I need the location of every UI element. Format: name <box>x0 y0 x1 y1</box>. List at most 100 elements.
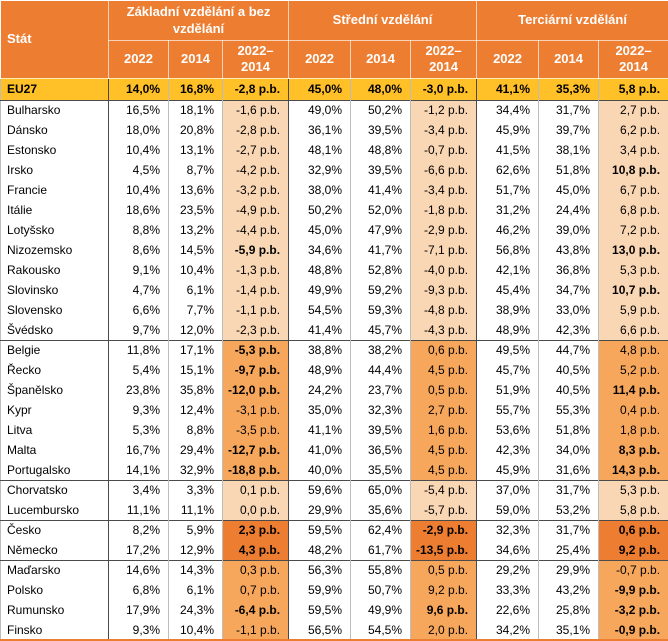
value-cell: 42,3% <box>477 440 539 460</box>
value-cell: 59,2% <box>351 280 411 300</box>
value-cell: 34,0% <box>539 440 599 460</box>
value-cell: 55,8% <box>351 560 411 580</box>
value-cell: 6,1% <box>169 280 223 300</box>
value-cell: 13,0 p.b. <box>599 240 668 260</box>
group-header-secondary-education: Střední vzdělání <box>289 1 477 41</box>
country-cell: Rakousko <box>1 260 109 280</box>
value-cell: 44,7% <box>539 340 599 360</box>
country-cell: Lotyšsko <box>1 220 109 240</box>
value-cell: -3,4 p.b. <box>411 120 477 140</box>
value-cell: 4,7% <box>109 280 169 300</box>
value-cell: 36,8% <box>539 260 599 280</box>
value-cell: 2,3 p.b. <box>223 520 289 540</box>
value-cell: 12,9% <box>169 540 223 560</box>
value-cell: 38,0% <box>289 180 351 200</box>
value-cell: 54,5% <box>289 300 351 320</box>
value-cell: 5,9 p.b. <box>599 300 668 320</box>
country-cell: Česko <box>1 520 109 540</box>
value-cell: 49,5% <box>477 340 539 360</box>
value-cell: 45,0% <box>539 180 599 200</box>
value-cell: 41,0% <box>289 440 351 460</box>
value-cell: -0,7 p.b. <box>599 560 668 580</box>
value-cell: 18,6% <box>109 200 169 220</box>
value-cell: 32,9% <box>289 160 351 180</box>
value-cell: 39,5% <box>351 120 411 140</box>
value-cell: 17,9% <box>109 600 169 620</box>
value-cell: 35,5% <box>351 460 411 480</box>
value-cell: -1,1 p.b. <box>223 300 289 320</box>
country-cell: Lucembursko <box>1 500 109 520</box>
value-cell: 35,0% <box>289 400 351 420</box>
country-cell: Itálie <box>1 200 109 220</box>
value-cell: 45,9% <box>477 460 539 480</box>
value-cell: 6,8% <box>109 580 169 600</box>
value-cell: 41,5% <box>477 140 539 160</box>
value-cell: 39,0% <box>539 220 599 240</box>
value-cell: 33,3% <box>477 580 539 600</box>
value-cell: 50,2% <box>351 100 411 120</box>
value-cell: -2,8 p.b. <box>223 78 289 100</box>
value-cell: -6,6 p.b. <box>411 160 477 180</box>
value-cell: -13,5 p.b. <box>411 540 477 560</box>
value-cell: 14,1% <box>109 460 169 480</box>
value-cell: 35,1% <box>539 620 599 640</box>
value-cell: -18,8 p.b. <box>223 460 289 480</box>
value-cell: 45,4% <box>477 280 539 300</box>
value-cell: 59,5% <box>289 520 351 540</box>
year-header-diff: 2022–2014 <box>599 41 668 79</box>
value-cell: 37,0% <box>477 480 539 500</box>
value-cell: 45,7% <box>477 360 539 380</box>
country-cell: Nizozemsko <box>1 240 109 260</box>
value-cell: 6,1% <box>169 580 223 600</box>
value-cell: 62,6% <box>477 160 539 180</box>
value-cell: -9,7 p.b. <box>223 360 289 380</box>
value-cell: 61,7% <box>351 540 411 560</box>
value-cell: 46,2% <box>477 220 539 240</box>
value-cell: 51,8% <box>539 160 599 180</box>
value-cell: 40,5% <box>539 360 599 380</box>
value-cell: 3,4% <box>109 480 169 500</box>
value-cell: 5,9% <box>169 520 223 540</box>
value-cell: -4,0 p.b. <box>411 260 477 280</box>
value-cell: 8,8% <box>109 220 169 240</box>
country-cell: Švédsko <box>1 320 109 340</box>
value-cell: 8,7% <box>169 160 223 180</box>
value-cell: 41,1% <box>289 420 351 440</box>
value-cell: 16,8% <box>169 78 223 100</box>
value-cell: 5,2 p.b. <box>599 360 668 380</box>
value-cell: 13,6% <box>169 180 223 200</box>
value-cell: 52,8% <box>351 260 411 280</box>
value-cell: -4,3 p.b. <box>411 320 477 340</box>
value-cell: 8,3 p.b. <box>599 440 668 460</box>
value-cell: -2,9 p.b. <box>411 520 477 540</box>
table-header: Stát Základní vzdělání a bez vzdělání St… <box>1 1 668 79</box>
value-cell: 3,4 p.b. <box>599 140 668 160</box>
value-cell: -0,7 p.b. <box>411 140 477 160</box>
country-cell: Kypr <box>1 400 109 420</box>
value-cell: 9,1% <box>109 260 169 280</box>
value-cell: 35,6% <box>351 500 411 520</box>
group-header-tertiary-education: Terciární vzdělání <box>477 1 668 41</box>
value-cell: 14,5% <box>169 240 223 260</box>
value-cell: 17,1% <box>169 340 223 360</box>
value-cell: 38,2% <box>351 340 411 360</box>
value-cell: 6,7 p.b. <box>599 180 668 200</box>
value-cell: -3,4 p.b. <box>411 180 477 200</box>
value-cell: 43,2% <box>539 580 599 600</box>
country-cell: Řecko <box>1 360 109 380</box>
value-cell: 35,3% <box>539 78 599 100</box>
value-cell: -5,4 p.b. <box>411 480 477 500</box>
value-cell: 10,7 p.b. <box>599 280 668 300</box>
country-cell: Chorvatsko <box>1 480 109 500</box>
value-cell: -9,9 p.b. <box>599 580 668 600</box>
value-cell: 40,0% <box>289 460 351 480</box>
value-cell: 0,4 p.b. <box>599 400 668 420</box>
